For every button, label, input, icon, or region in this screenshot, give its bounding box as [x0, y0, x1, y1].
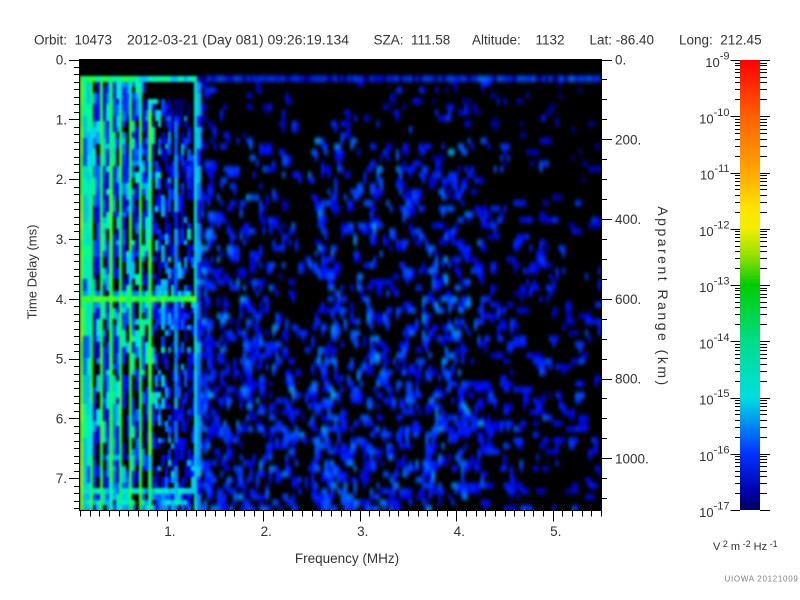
svg-text:0.: 0. — [615, 53, 626, 68]
svg-text:4.: 4. — [56, 292, 67, 307]
svg-text:Orbit: 10473: Orbit: 10473 — [34, 33, 112, 48]
svg-text:3.: 3. — [56, 232, 67, 247]
svg-text:Frequency (MHz): Frequency (MHz) — [295, 551, 399, 566]
svg-text:7.: 7. — [56, 471, 67, 486]
svg-text:600.: 600. — [615, 292, 641, 307]
svg-text:Lat: -86.40: Lat: -86.40 — [590, 33, 655, 48]
svg-text:1.: 1. — [164, 524, 175, 539]
svg-text:2.: 2. — [261, 524, 272, 539]
svg-text:10-11: 10-11 — [700, 163, 730, 183]
svg-text:Long: 212.45: Long: 212.45 — [679, 33, 762, 48]
svg-text:10-9: 10-9 — [705, 51, 729, 71]
svg-text:1132: 1132 — [536, 33, 565, 48]
svg-text:5.: 5. — [550, 524, 561, 539]
svg-text:1000.: 1000. — [615, 451, 649, 466]
svg-text:400.: 400. — [615, 212, 641, 227]
svg-text:6.: 6. — [56, 411, 67, 426]
svg-text:800.: 800. — [615, 372, 641, 387]
svg-text:10-10: 10-10 — [699, 107, 729, 127]
svg-text:4.: 4. — [454, 524, 465, 539]
svg-text:10-13: 10-13 — [699, 276, 729, 296]
svg-text:Time Delay (ms): Time Delay (ms) — [25, 225, 40, 320]
svg-text:10-15: 10-15 — [699, 388, 729, 408]
svg-text:2012-03-21 (Day 081) 09:26:19.: 2012-03-21 (Day 081) 09:26:19.134 — [127, 33, 350, 48]
svg-text:Altitude:: Altitude: — [472, 33, 521, 48]
svg-text:2.: 2. — [56, 172, 67, 187]
svg-text:10-14: 10-14 — [699, 332, 729, 352]
svg-text:1.: 1. — [56, 112, 67, 127]
svg-text:10-12: 10-12 — [699, 219, 729, 239]
svg-text:Apparent Range (km): Apparent Range (km) — [655, 206, 671, 387]
svg-text:V 2 m -2 Hz -1: V 2 m -2 Hz -1 — [713, 539, 778, 553]
svg-text:5.: 5. — [56, 352, 67, 367]
svg-text:0.: 0. — [56, 53, 67, 68]
svg-text:UIOWA 20121009: UIOWA 20121009 — [725, 575, 799, 584]
svg-text:200.: 200. — [615, 132, 641, 147]
svg-text:10-16: 10-16 — [699, 444, 729, 464]
svg-text:3.: 3. — [357, 524, 368, 539]
svg-text:SZA: 111.58: SZA: 111.58 — [374, 33, 451, 48]
svg-text:10-17: 10-17 — [699, 501, 729, 521]
